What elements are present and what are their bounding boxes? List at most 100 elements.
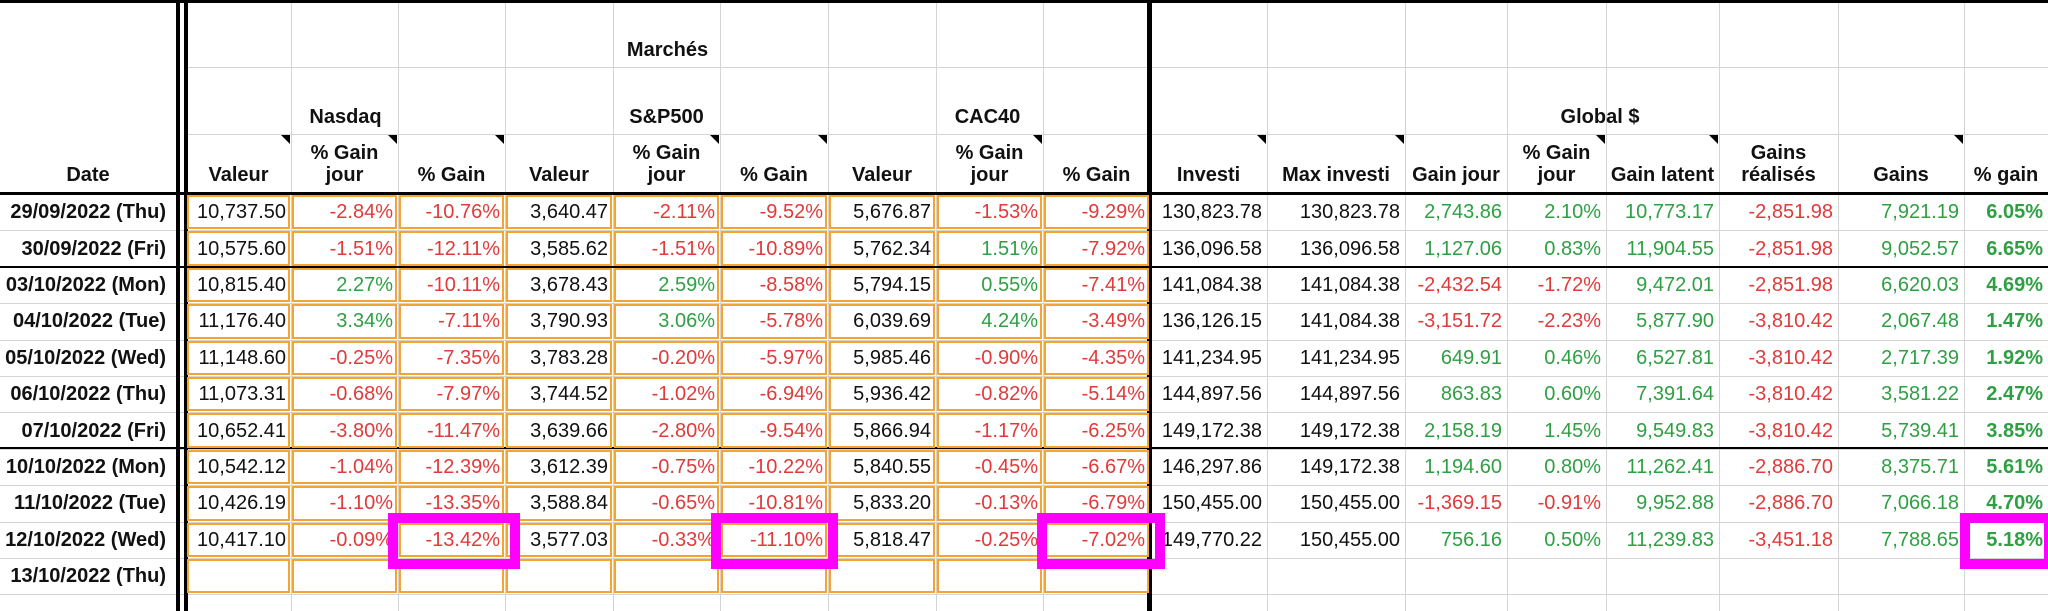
column-header[interactable]: % Gain jour (310, 142, 379, 186)
table-cell[interactable]: 3,790.93 (530, 310, 608, 333)
table-cell[interactable]: 150,455.00 (1299, 492, 1400, 515)
column-header[interactable]: Gains réalisés (1741, 142, 1816, 186)
table-cell[interactable]: -1.72% (1537, 273, 1601, 296)
table-cell[interactable]: 7,391.64 (1636, 383, 1714, 406)
table-cell[interactable] (936, 558, 1043, 594)
column-header[interactable]: Max investi (1282, 164, 1390, 186)
table-cell[interactable]: -2,432.54 (1417, 273, 1502, 296)
table-cell[interactable]: 863.83 (1440, 383, 1502, 406)
table-cell[interactable]: -0.20% (651, 346, 715, 369)
table-cell[interactable]: 5,866.94 (853, 419, 931, 442)
table-cell[interactable]: -6.79% (1081, 492, 1145, 515)
table-cell[interactable]: -4.35% (1081, 346, 1145, 369)
table-cell[interactable]: 3,783.28 (530, 346, 608, 369)
table-cell[interactable] (1606, 558, 1719, 594)
table-cell[interactable]: 10,575.60 (197, 237, 286, 260)
table-cell[interactable]: 141,084.38 (1161, 273, 1262, 296)
table-cell[interactable]: 5,794.15 (853, 273, 931, 296)
table-cell[interactable]: 2,717.39 (1881, 346, 1959, 369)
table-cell[interactable]: 141,084.38 (1299, 310, 1400, 333)
table-cell[interactable]: 2.47% (1986, 383, 2043, 406)
table-cell[interactable] (1150, 558, 1267, 594)
table-cell[interactable]: 141,084.38 (1299, 273, 1400, 296)
table-cell[interactable]: 10,737.50 (197, 201, 286, 224)
table-cell[interactable]: -7.92% (1081, 237, 1145, 260)
column-header[interactable]: % Gain (740, 164, 808, 186)
table-cell[interactable]: 149,172.38 (1299, 455, 1400, 478)
table-cell[interactable]: -3.49% (1081, 310, 1145, 333)
table-cell[interactable]: 6.65% (1986, 237, 2043, 260)
table-cell[interactable]: -11.47% (426, 419, 500, 442)
table-cell[interactable]: 1.51% (981, 237, 1038, 260)
table-cell[interactable]: 3,744.52 (530, 383, 608, 406)
table-cell[interactable]: 150,455.00 (1299, 528, 1400, 551)
row-date[interactable]: 10/10/2022 (Mon) (5, 455, 166, 478)
table-cell[interactable]: 4.69% (1986, 273, 2043, 296)
table-cell[interactable]: -7.11% (438, 310, 500, 333)
column-header[interactable]: Gain jour (1412, 164, 1500, 186)
table-cell[interactable]: -1.02% (651, 383, 715, 406)
table-cell[interactable]: -0.13% (974, 492, 1038, 515)
column-header[interactable]: Valeur (851, 164, 913, 186)
table-cell[interactable]: 7,066.18 (1881, 492, 1959, 515)
table-cell[interactable]: -8.58% (759, 273, 823, 296)
table-cell[interactable]: -0.09% (329, 528, 393, 551)
column-header[interactable]: Gains (1873, 164, 1929, 186)
table-cell[interactable] (505, 558, 613, 594)
table-cell[interactable]: 3,639.66 (530, 419, 608, 442)
table-cell[interactable]: 149,172.38 (1299, 419, 1400, 442)
table-cell[interactable]: 136,126.15 (1161, 310, 1262, 333)
table-cell[interactable]: 3.85% (1986, 419, 2043, 442)
table-cell[interactable]: 0.50% (1544, 528, 1601, 551)
table-cell[interactable]: 144,897.56 (1299, 383, 1400, 406)
table-cell[interactable]: 5,676.87 (853, 201, 931, 224)
table-cell[interactable]: 7,921.19 (1881, 201, 1959, 224)
table-cell[interactable]: -3.80% (329, 419, 393, 442)
table-cell[interactable]: -3,810.42 (1748, 419, 1833, 442)
table-cell[interactable]: 5,936.42 (853, 383, 931, 406)
table-cell[interactable]: -6.25% (1081, 419, 1145, 442)
table-cell[interactable]: -2,851.98 (1748, 273, 1833, 296)
table-cell[interactable]: 1.92% (1986, 346, 2043, 369)
table-cell[interactable]: -0.33% (651, 528, 715, 551)
table-cell[interactable]: 0.46% (1544, 346, 1601, 369)
table-cell[interactable]: -6.67% (1081, 455, 1145, 478)
table-cell[interactable]: -0.75% (651, 455, 715, 478)
table-cell[interactable]: -7.35% (436, 346, 500, 369)
table-cell[interactable]: -1.53% (974, 201, 1038, 224)
table-cell[interactable]: 5,739.41 (1881, 419, 1959, 442)
table-cell[interactable]: 11,262.41 (1626, 455, 1715, 478)
table-cell[interactable]: 10,417.10 (197, 528, 286, 551)
table-cell[interactable]: 5.61% (1986, 455, 2043, 478)
table-cell[interactable]: -0.25% (329, 346, 393, 369)
table-cell[interactable]: -2.84% (329, 201, 393, 224)
table-cell[interactable]: 756.16 (1440, 528, 1502, 551)
table-cell[interactable]: 0.60% (1544, 383, 1601, 406)
table-cell[interactable]: 3,678.43 (530, 273, 608, 296)
table-cell[interactable]: -0.25% (974, 528, 1038, 551)
table-cell[interactable] (1267, 558, 1405, 594)
table-cell[interactable]: -5.97% (759, 346, 823, 369)
table-cell[interactable]: 6,620.03 (1881, 273, 1959, 296)
table-cell[interactable]: -3,810.42 (1748, 383, 1833, 406)
table-cell[interactable]: 3,588.84 (530, 492, 608, 515)
table-cell[interactable]: -11.10% (749, 528, 823, 551)
table-cell[interactable]: 144,897.56 (1161, 383, 1262, 406)
table-cell[interactable]: -10.11% (426, 273, 500, 296)
table-cell[interactable]: -0.45% (974, 455, 1038, 478)
table-cell[interactable]: 9,052.57 (1881, 237, 1959, 260)
table-cell[interactable]: 8,375.71 (1881, 455, 1959, 478)
table-cell[interactable]: 6,039.69 (853, 310, 931, 333)
table-cell[interactable]: -0.68% (329, 383, 393, 406)
table-cell[interactable]: -0.90% (974, 346, 1038, 369)
row-date[interactable]: 13/10/2022 (Thu) (10, 565, 166, 588)
table-cell[interactable]: 2.27% (336, 273, 393, 296)
table-cell[interactable]: 649.91 (1440, 346, 1502, 369)
column-header[interactable]: Valeur (208, 164, 269, 186)
table-cell[interactable]: 150,455.00 (1161, 492, 1262, 515)
table-cell[interactable]: -12.39% (425, 455, 501, 478)
table-cell[interactable]: 0.80% (1544, 455, 1601, 478)
table-cell[interactable]: -9.54% (759, 419, 823, 442)
table-cell[interactable] (1043, 558, 1150, 594)
